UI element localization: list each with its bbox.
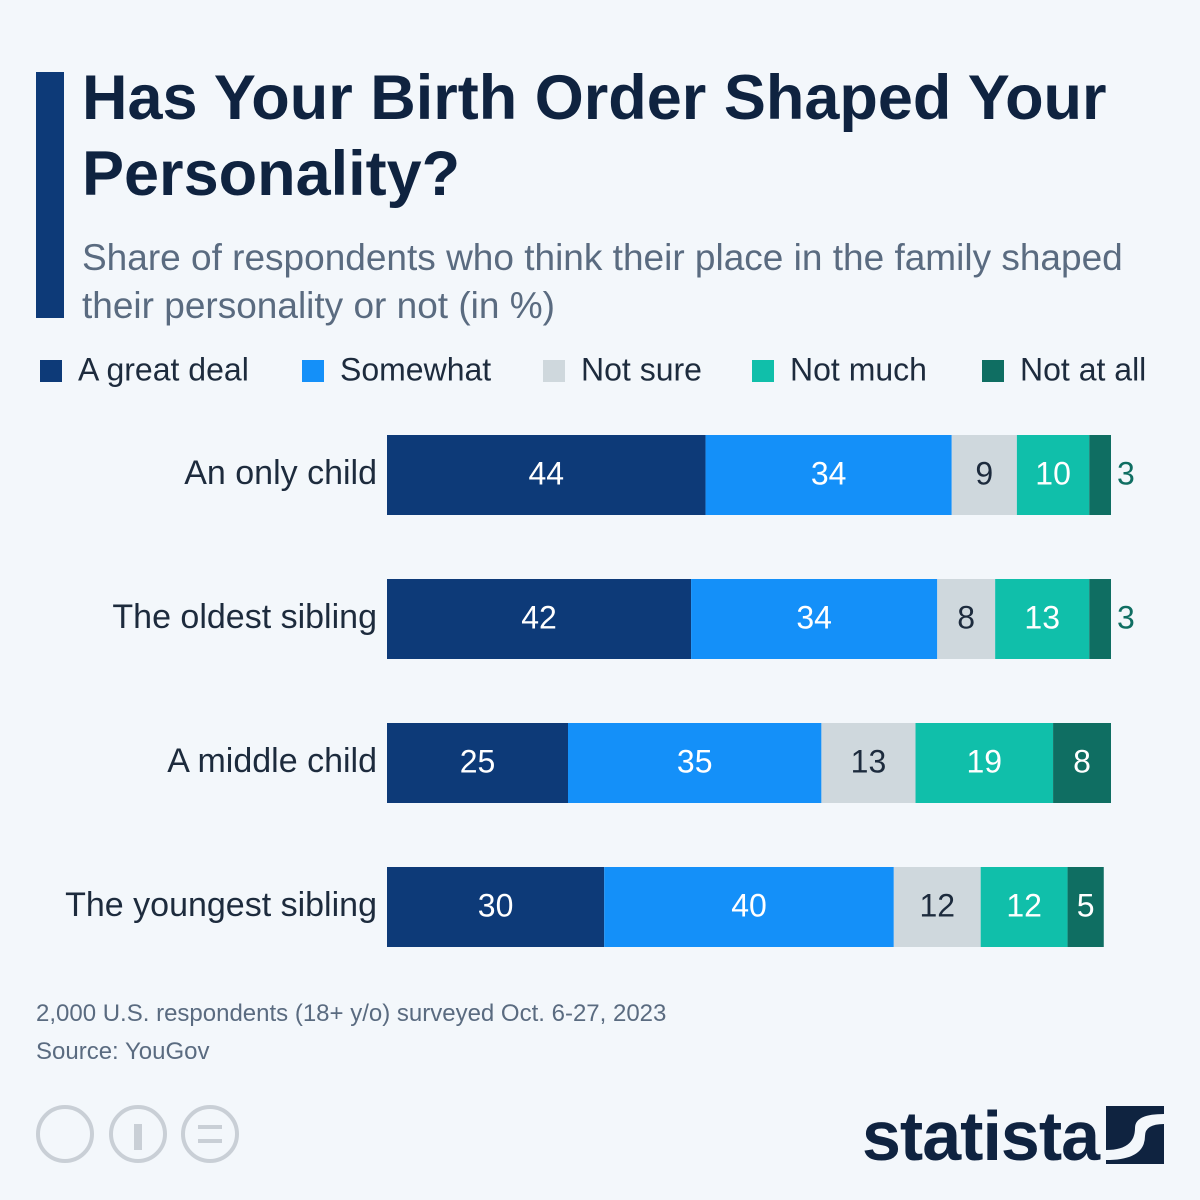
chart-title: Has Your Birth Order Shaped Your Persona…	[82, 63, 1107, 209]
bar-segment	[821, 723, 916, 803]
bar-segment	[1016, 435, 1090, 515]
legend-label: Somewhat	[340, 351, 491, 387]
value-label: 30	[478, 887, 514, 923]
bar-segment	[691, 579, 938, 659]
value-label: 34	[796, 599, 832, 635]
legend-swatch	[982, 360, 1004, 382]
category-label: The youngest sibling	[65, 886, 377, 924]
value-label: 3	[1117, 599, 1135, 635]
value-label: 9	[975, 455, 993, 491]
category-label: An only child	[184, 454, 377, 492]
bar-segment	[893, 867, 981, 947]
bar-segment	[387, 867, 605, 947]
value-label: 19	[967, 743, 1003, 779]
source: Source: YouGov	[36, 1038, 210, 1065]
value-label: 12	[1006, 887, 1042, 923]
legend-swatch	[40, 360, 62, 382]
bar-segment	[937, 579, 996, 659]
bar-segment	[387, 723, 568, 803]
bar-segment	[1067, 867, 1104, 947]
value-label: 12	[919, 887, 955, 923]
bar-segment	[915, 723, 1054, 803]
chart-subtitle: Share of respondents who think their pla…	[82, 237, 1123, 326]
legend-swatch	[302, 360, 324, 382]
value-label: 42	[521, 599, 557, 635]
legend-label: Not much	[790, 351, 927, 387]
category-label: The oldest sibling	[112, 598, 377, 636]
brand-icon	[1106, 1106, 1164, 1164]
bar-segment	[568, 723, 822, 803]
value-label: 25	[460, 743, 496, 779]
value-label: 34	[811, 455, 847, 491]
bar-segment	[951, 435, 1017, 515]
accent-bar	[36, 72, 64, 318]
value-label: 10	[1035, 455, 1071, 491]
bar-segment	[1089, 435, 1111, 515]
brand-logo: statista	[862, 1097, 1100, 1175]
value-label: 40	[731, 887, 767, 923]
bar-segment	[1089, 579, 1111, 659]
value-label: 5	[1077, 887, 1095, 923]
value-label: 44	[528, 455, 564, 491]
legend-label: Not at all	[1020, 351, 1146, 387]
license-icons	[36, 1105, 239, 1163]
category-label: A middle child	[167, 742, 377, 780]
legend-swatch	[543, 360, 565, 382]
value-label: 8	[1073, 743, 1091, 779]
bar-segment	[387, 579, 692, 659]
value-label: 13	[851, 743, 887, 779]
legend-swatch	[752, 360, 774, 382]
value-label: 13	[1024, 599, 1060, 635]
bar-segment	[995, 579, 1090, 659]
value-label: 8	[957, 599, 975, 635]
value-label: 35	[677, 743, 713, 779]
bar-segment	[705, 435, 952, 515]
bar-segment	[604, 867, 894, 947]
note: 2,000 U.S. respondents (18+ y/o) surveye…	[36, 1000, 667, 1027]
bar-segment	[980, 867, 1068, 947]
bar-segment	[387, 435, 706, 515]
bar-segment	[1053, 723, 1111, 803]
value-label: 3	[1117, 455, 1135, 491]
legend-label: Not sure	[581, 351, 702, 387]
legend-label: A great deal	[78, 351, 249, 387]
